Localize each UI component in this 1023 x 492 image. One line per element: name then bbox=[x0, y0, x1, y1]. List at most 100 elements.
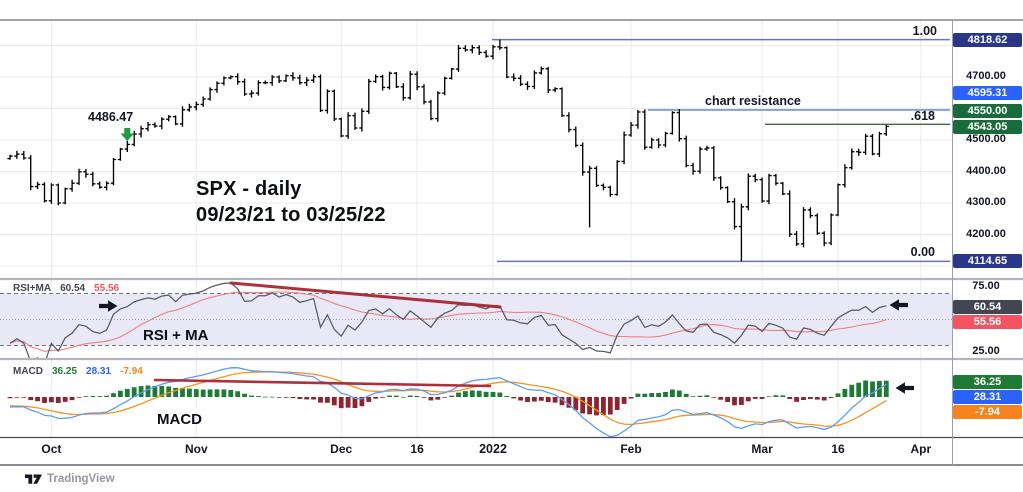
x-axis-label[interactable]: 2022 bbox=[479, 442, 507, 456]
macd-histogram-bar bbox=[814, 397, 820, 400]
macd-histogram-bar bbox=[511, 397, 517, 399]
macd-histogram-bar bbox=[407, 395, 413, 397]
macd-histogram-bar bbox=[180, 388, 185, 397]
macd-histogram-bar bbox=[338, 397, 344, 409]
macd-histogram-bar bbox=[318, 397, 323, 403]
rsi-right-arrow[interactable] bbox=[99, 300, 118, 312]
macd-left-arrow[interactable] bbox=[895, 382, 915, 394]
macd-histogram-bar bbox=[373, 397, 379, 399]
macd-histogram-bar bbox=[394, 395, 399, 397]
macd-scale-badge: 36.25 bbox=[953, 375, 1022, 389]
x-axis-label[interactable]: Dec bbox=[330, 442, 353, 456]
macd-histogram-bar bbox=[331, 397, 337, 406]
macd-histogram-bar bbox=[752, 397, 758, 399]
macd-histogram-bar bbox=[787, 397, 793, 399]
macd-histogram-bar bbox=[256, 396, 261, 397]
chart-resistance-label[interactable]: chart resistance bbox=[705, 94, 801, 108]
macd-histogram-bar bbox=[118, 390, 123, 397]
x-axis-label[interactable]: Apr bbox=[910, 442, 932, 456]
macd-histogram-bar bbox=[663, 391, 668, 397]
macd-histogram-bar bbox=[732, 397, 737, 406]
x-axis-label[interactable]: Nov bbox=[184, 442, 208, 456]
macd-histogram-bar bbox=[193, 389, 199, 397]
rsi-band bbox=[0, 293, 952, 346]
rsi-ma-line bbox=[9, 291, 887, 352]
macd-histogram-bar bbox=[621, 397, 627, 404]
macd-histogram-bar bbox=[62, 397, 68, 402]
macd-histogram-bar bbox=[400, 396, 406, 398]
rsi-indicator-header[interactable]: RSI+MA 60.54 55.56 bbox=[13, 283, 119, 294]
macd-histogram-bar bbox=[28, 397, 34, 401]
macd-histogram-bar bbox=[656, 393, 661, 397]
macd-histogram-bar bbox=[111, 393, 116, 397]
macd-histogram-bar bbox=[849, 384, 855, 397]
macd-indicator-header[interactable]: MACD 36.25 28.31 -7.94 bbox=[13, 366, 143, 377]
fib-label-618[interactable]: .618 bbox=[910, 109, 935, 123]
macd-histogram-bar bbox=[21, 397, 27, 398]
chart-title: SPX - daily 09/23/21 to 03/25/22 bbox=[196, 176, 386, 228]
macd-signal-value: -7.94 bbox=[120, 366, 143, 377]
macd-histogram-bar bbox=[794, 397, 799, 402]
macd-histogram-bar bbox=[249, 395, 254, 397]
price-scale-badge: 4595.31 bbox=[953, 86, 1022, 100]
x-axis-label[interactable]: Mar bbox=[751, 442, 773, 456]
macd-histogram-bar bbox=[345, 397, 351, 408]
price-scale-tick: 4200.00 bbox=[966, 227, 1006, 240]
macd-histogram-bar bbox=[711, 397, 717, 398]
macd-histogram-bar bbox=[704, 395, 710, 397]
macd-indicator-name: MACD bbox=[13, 366, 43, 377]
macd-pane bbox=[7, 367, 889, 437]
macd-histogram-bar bbox=[42, 397, 47, 403]
macd-histogram-bar bbox=[780, 395, 786, 397]
macd-histogram-bar bbox=[821, 397, 827, 401]
macd-histogram-bar bbox=[483, 391, 489, 397]
macd-histogram-bar bbox=[173, 387, 178, 397]
macd-histogram-bar bbox=[221, 389, 227, 397]
macd-histogram-bar bbox=[325, 397, 330, 403]
macd-histogram-bar bbox=[580, 397, 586, 414]
macd-histogram-bar bbox=[676, 390, 682, 397]
macd-histogram-bar bbox=[476, 390, 482, 397]
rsi-scale-badge: 55.56 bbox=[953, 315, 1022, 329]
macd-histogram-bar bbox=[421, 397, 427, 398]
fib-label-1-00[interactable]: 1.00 bbox=[912, 24, 937, 38]
macd-histogram-bar bbox=[104, 395, 109, 397]
price-levels[interactable] bbox=[492, 38, 950, 263]
macd-histogram-bar bbox=[856, 382, 862, 397]
macd-histogram-bar bbox=[152, 385, 158, 397]
x-axis-label[interactable]: Oct bbox=[41, 442, 62, 456]
x-axis-label[interactable]: 16 bbox=[410, 442, 424, 456]
macd-trendline[interactable] bbox=[153, 378, 492, 388]
chart-title-line1: SPX - daily bbox=[196, 178, 302, 200]
green-down-arrow[interactable] bbox=[120, 128, 135, 141]
macd-histogram-bar bbox=[414, 395, 420, 397]
macd-histogram-bar bbox=[290, 397, 296, 399]
x-axis-label[interactable]: 16 bbox=[831, 442, 845, 456]
macd-histogram-bar bbox=[97, 396, 103, 397]
macd-histogram-bar bbox=[304, 397, 310, 400]
price-scale-tick: 4500.00 bbox=[966, 133, 1006, 145]
macd-histogram-bar bbox=[607, 397, 613, 415]
macd-line-value: 28.31 bbox=[86, 366, 112, 377]
macd-histogram-bar bbox=[642, 393, 648, 397]
tradingview-attribution[interactable]: TradingView bbox=[25, 472, 115, 486]
macd-histogram-bar bbox=[463, 391, 468, 397]
macd-histogram-bar bbox=[207, 389, 213, 397]
macd-histogram-bar bbox=[725, 397, 730, 403]
macd-scale-badge: -7.94 bbox=[953, 405, 1022, 419]
fib-label-0-00[interactable]: 0.00 bbox=[910, 245, 935, 259]
price-scale-badge: 4543.05 bbox=[953, 120, 1022, 134]
x-axis-label[interactable]: Feb bbox=[620, 442, 642, 456]
macd-histogram-bar bbox=[870, 381, 875, 397]
breakout-price-annotation[interactable]: 4486.47 bbox=[88, 110, 134, 124]
macd-histogram-bar bbox=[55, 397, 61, 404]
rsi-left-arrow[interactable] bbox=[889, 299, 909, 311]
macd-histogram-bar bbox=[614, 397, 620, 411]
rsi-ma-value: 55.56 bbox=[94, 283, 120, 294]
rsi-trendline[interactable] bbox=[229, 281, 502, 309]
macd-histogram-bar bbox=[683, 393, 689, 397]
macd-histogram-bar bbox=[538, 397, 544, 401]
macd-histogram-bar bbox=[594, 397, 599, 416]
macd-histogram-bar bbox=[7, 397, 13, 399]
macd-histogram-bar bbox=[566, 397, 572, 408]
